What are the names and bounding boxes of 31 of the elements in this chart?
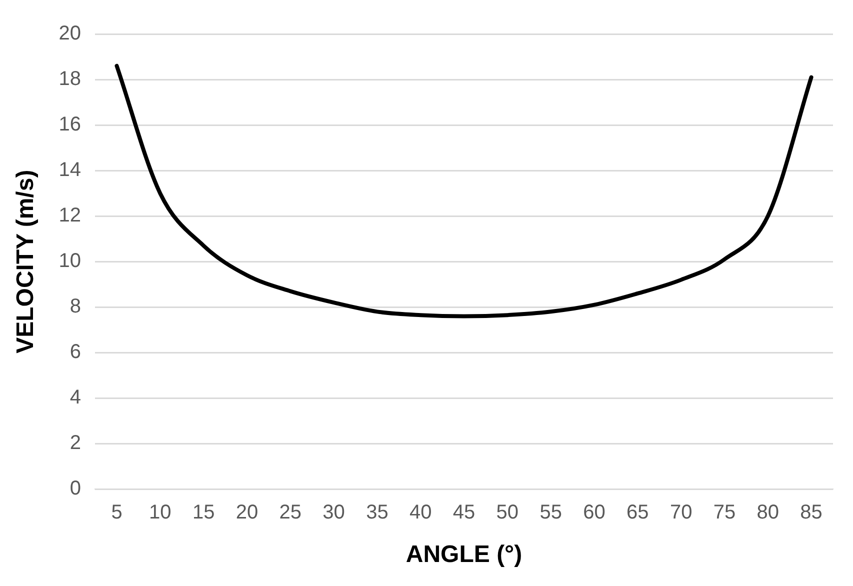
x-tick-label: 35: [366, 502, 388, 524]
y-tick-label: 18: [58, 68, 82, 90]
x-tick-label: 75: [713, 502, 736, 524]
y-tick-label: 10: [58, 250, 82, 272]
x-tick-label: 65: [626, 502, 649, 524]
y-tick-label: 16: [58, 114, 82, 136]
y-tick-label: 0: [70, 478, 82, 500]
y-tick-label: 6: [70, 341, 82, 364]
y-tick-label: 2: [70, 432, 82, 454]
x-tick-label: 10: [149, 502, 172, 524]
y-tick-label: 8: [70, 296, 82, 318]
x-tick-label: 85: [800, 502, 822, 524]
x-tick-label: 20: [236, 502, 258, 524]
y-tick-label: 4: [70, 386, 82, 409]
x-tick-label: 30: [322, 502, 345, 524]
line-series: [114, 64, 814, 318]
x-tick-label: 5: [111, 502, 122, 524]
x-axis-title: ANGLE (°): [406, 541, 522, 568]
x-tick-label: 50: [496, 502, 519, 524]
y-axis-title: VELOCITY (m/s): [12, 170, 40, 354]
x-tick-label: 25: [279, 502, 302, 524]
y-tick-label: 12: [58, 204, 82, 227]
x-tick-label: 80: [756, 502, 780, 524]
y-tick-label: 14: [58, 159, 82, 182]
x-tick-label: 15: [192, 502, 215, 524]
y-tick-label: 20: [58, 22, 82, 45]
x-tick-label: 70: [670, 502, 692, 524]
x-tick-label: 45: [452, 502, 476, 524]
x-tick-label: 55: [540, 502, 562, 524]
x-tick-label: 40: [409, 502, 432, 524]
x-tick-label: 60: [583, 502, 606, 524]
